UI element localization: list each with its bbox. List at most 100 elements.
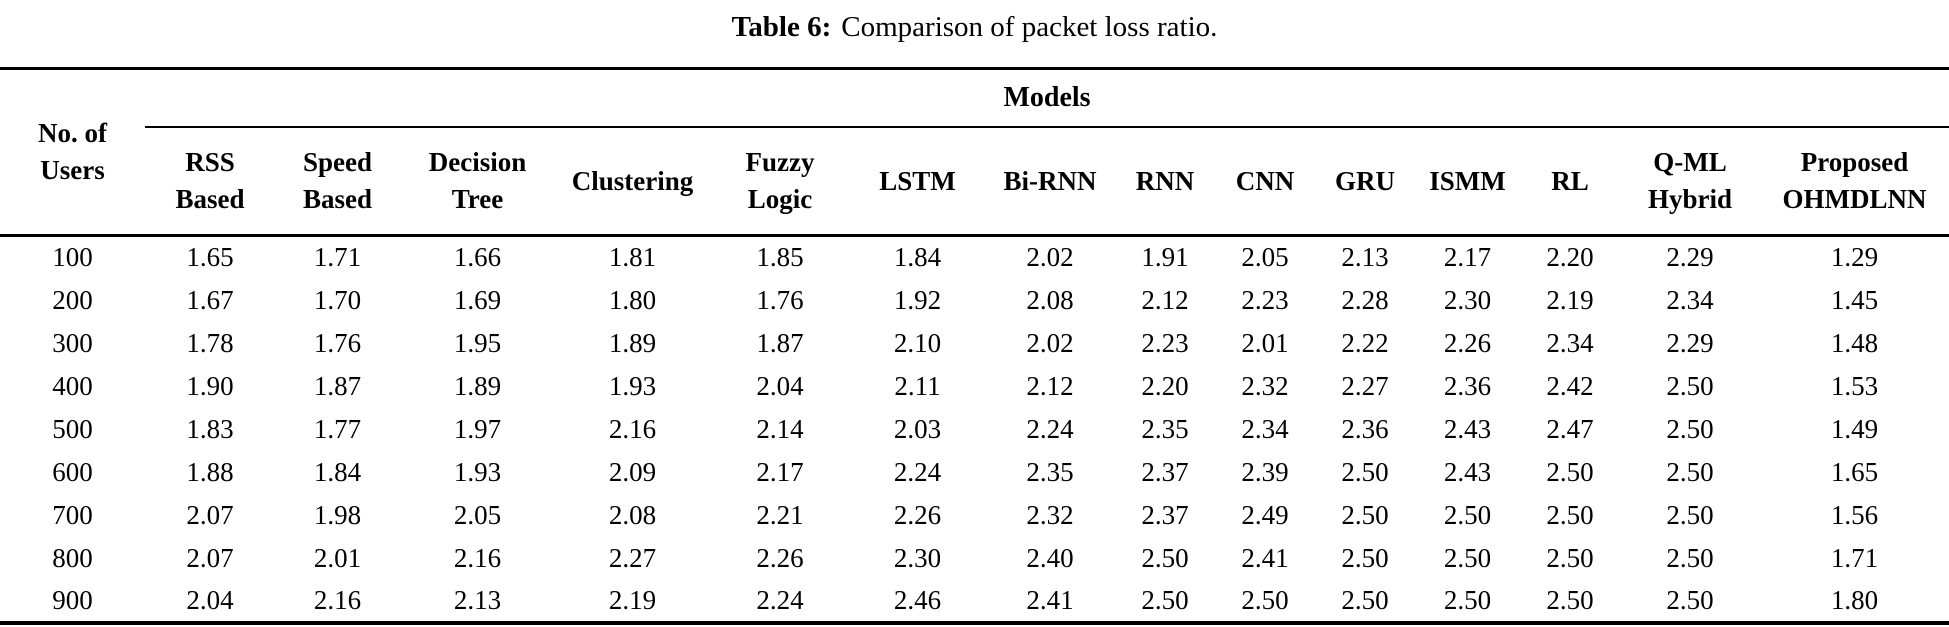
value-cell: 1.84 — [893, 242, 942, 273]
value-cell: 2.16 — [608, 413, 657, 444]
value-cell: 2.36 — [1341, 413, 1389, 444]
corner-header-line1: No. of — [38, 118, 107, 148]
value-cell: 1.95 — [453, 327, 502, 358]
value-cell: 2.29 — [1666, 327, 1714, 358]
value-cell: 2.50 — [1241, 584, 1289, 615]
value-cell: 2.50 — [1443, 499, 1492, 530]
row-header-users: 300 — [52, 327, 93, 358]
value-cell: 1.97 — [453, 413, 502, 444]
table-row: 100 1.65 1.71 1.66 1.81 1.85 1.84 2.02 1.91 2.05 2… — [0, 236, 1949, 279]
table-caption-label: Table 6: — [731, 11, 832, 43]
value-cell: 2.14 — [756, 413, 804, 444]
value-cell: 2.49 — [1241, 499, 1289, 530]
packet-loss-table: No. of Users Models RSS Based Speed Based De… — [0, 67, 1949, 625]
row-header-users: 700 — [52, 499, 93, 530]
value-cell: 2.05 — [1241, 242, 1289, 273]
value-cell: 2.34 — [1241, 413, 1289, 444]
value-cell: 2.42 — [1546, 370, 1594, 401]
value-cell: 2.26 — [756, 542, 804, 573]
value-cell: 2.24 — [893, 456, 942, 487]
value-cell: 2.50 — [1666, 370, 1714, 401]
table-row: 500 1.83 1.77 1.97 2.16 2.14 2.03 2.24 2.35 2.34 2… — [0, 408, 1949, 451]
value-cell: 2.36 — [1443, 370, 1492, 401]
column-header-ismm: ISMM — [1415, 127, 1520, 237]
value-cell: 2.50 — [1666, 499, 1714, 530]
row-header-users: 600 — [52, 456, 93, 487]
value-cell: 1.77 — [313, 413, 362, 444]
value-cell: 1.70 — [313, 284, 362, 315]
table-caption: Table 6: Comparison of packet loss ratio. — [0, 0, 1949, 46]
value-cell: 2.50 — [1666, 542, 1714, 573]
value-cell: 2.34 — [1666, 284, 1714, 315]
column-header-speed-based: Speed Based — [275, 127, 400, 237]
column-header-row: RSS Based Speed Based Decision Tree Clustering… — [0, 127, 1949, 237]
value-cell: 2.26 — [1443, 327, 1492, 358]
value-cell: 2.04 — [756, 370, 804, 401]
value-cell: 2.19 — [608, 584, 657, 615]
row-header-users: 200 — [52, 284, 93, 315]
value-cell: 1.71 — [313, 242, 362, 273]
table-row: 200 1.67 1.70 1.69 1.80 1.76 1.92 2.08 2.12 2.23 2… — [0, 279, 1949, 322]
value-cell: 2.41 — [1241, 542, 1289, 573]
value-cell: 1.87 — [313, 370, 362, 401]
value-cell: 1.92 — [893, 284, 942, 315]
value-cell: 2.12 — [1026, 370, 1074, 401]
value-cell: 2.41 — [1026, 584, 1074, 615]
column-header-fuzzy-logic: Fuzzy Logic — [710, 127, 850, 237]
value-cell: 1.48 — [1830, 327, 1879, 358]
value-cell: 2.13 — [1341, 242, 1389, 273]
group-header-models: Models — [145, 68, 1949, 128]
value-cell: 1.93 — [453, 456, 502, 487]
value-cell: 2.01 — [1241, 327, 1289, 358]
value-cell: 2.32 — [1241, 370, 1289, 401]
value-cell: 2.50 — [1141, 584, 1189, 615]
table-row: 600 1.88 1.84 1.93 2.09 2.17 2.24 2.35 2.37 2.39 2… — [0, 451, 1949, 494]
value-cell: 2.17 — [756, 456, 804, 487]
value-cell: 2.39 — [1241, 456, 1289, 487]
value-cell: 1.29 — [1830, 242, 1879, 273]
value-cell: 2.20 — [1546, 242, 1594, 273]
value-cell: 1.89 — [453, 370, 502, 401]
value-cell: 2.23 — [1241, 284, 1289, 315]
value-cell: 1.81 — [608, 242, 657, 273]
value-cell: 2.19 — [1546, 284, 1594, 315]
value-cell: 2.50 — [1341, 499, 1389, 530]
value-cell: 2.04 — [186, 584, 234, 615]
value-cell: 2.50 — [1341, 584, 1389, 615]
value-cell: 2.13 — [453, 584, 502, 615]
row-header-users: 800 — [52, 542, 93, 573]
value-cell: 2.46 — [893, 584, 942, 615]
value-cell: 2.27 — [608, 542, 657, 573]
column-header-q-ml-hybrid: Q-ML Hybrid — [1620, 127, 1760, 237]
column-header-bi-rnn: Bi-RNN — [985, 127, 1115, 237]
column-header-gru: GRU — [1315, 127, 1415, 237]
value-cell: 2.50 — [1666, 413, 1714, 444]
value-cell: 2.08 — [608, 499, 657, 530]
column-header-rss-based: RSS Based — [145, 127, 275, 237]
value-cell: 2.10 — [893, 327, 942, 358]
value-cell: 2.02 — [1026, 327, 1074, 358]
value-cell: 1.49 — [1830, 413, 1879, 444]
value-cell: 2.35 — [1026, 456, 1074, 487]
value-cell: 1.65 — [1830, 456, 1879, 487]
column-header-rnn: RNN — [1115, 127, 1215, 237]
value-cell: 2.03 — [893, 413, 942, 444]
table-row: 900 2.04 2.16 2.13 2.19 2.24 2.46 2.41 2.50 2.50 2… — [0, 580, 1949, 623]
value-cell: 1.76 — [756, 284, 804, 315]
value-cell: 1.93 — [608, 370, 657, 401]
table-row: 800 2.07 2.01 2.16 2.27 2.26 2.30 2.40 2.50 2.41 2… — [0, 537, 1949, 580]
value-cell: 1.91 — [1141, 242, 1189, 273]
value-cell: 2.17 — [1443, 242, 1492, 273]
value-cell: 2.16 — [313, 584, 362, 615]
value-cell: 2.29 — [1666, 242, 1714, 273]
row-header-users: 500 — [52, 413, 93, 444]
group-header-row: No. of Users Models — [0, 68, 1949, 237]
value-cell: 1.83 — [186, 413, 234, 444]
corner-header-line2: Users — [40, 155, 105, 185]
value-cell: 2.24 — [756, 584, 804, 615]
table-row: 400 1.90 1.87 1.89 1.93 2.04 2.11 2.12 2.20 2.32 2… — [0, 365, 1949, 408]
value-cell: 2.26 — [893, 499, 942, 530]
value-cell: 1.80 — [1830, 584, 1879, 615]
value-cell: 1.67 — [186, 284, 234, 315]
